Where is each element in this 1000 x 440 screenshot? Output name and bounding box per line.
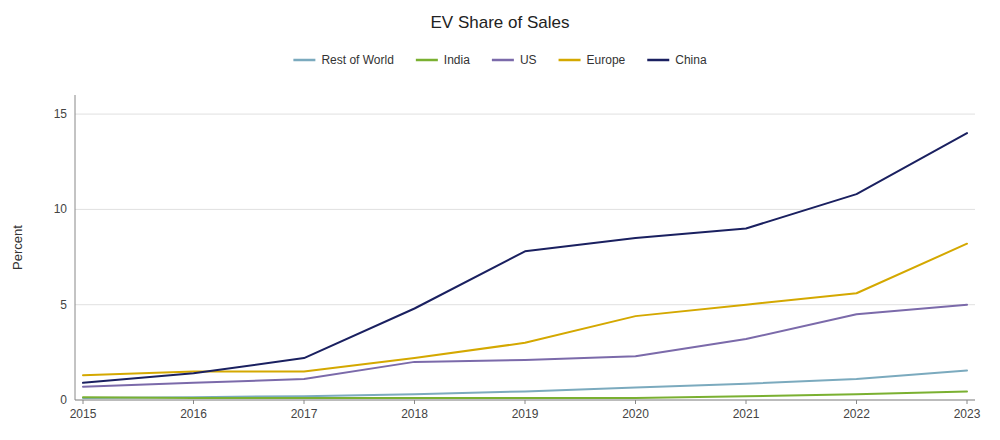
y-axis-label: Percent — [10, 225, 25, 270]
y-tick-label: 0 — [60, 393, 67, 407]
series-line — [83, 370, 967, 398]
x-tick — [414, 400, 415, 404]
series-line — [83, 391, 967, 398]
x-tick — [856, 400, 857, 404]
chart: EV Share of Sales 0 5 10 15 2015 2016 2017 2018 2… — [0, 0, 1000, 440]
legend-label: China — [675, 53, 707, 67]
legend-item: India — [416, 53, 470, 67]
legend-label: India — [444, 53, 470, 67]
x-tick — [746, 400, 747, 404]
legend: Rest of World India US Europe China — [293, 53, 707, 67]
legend-swatch — [647, 59, 669, 62]
series-line — [83, 305, 967, 387]
x-tick-label: 2021 — [733, 407, 760, 421]
legend-label: US — [520, 53, 537, 67]
x-tick — [193, 400, 194, 404]
legend-swatch — [416, 59, 438, 62]
legend-item: Rest of World — [293, 53, 393, 67]
x-tick — [304, 400, 305, 404]
x-tick — [635, 400, 636, 404]
x-tick-label: 2018 — [401, 407, 428, 421]
grid — [75, 114, 975, 400]
legend-item: US — [492, 53, 537, 67]
grid-line — [75, 114, 975, 115]
grid-line — [75, 400, 975, 401]
legend-item: Europe — [559, 53, 626, 67]
legend-label: Rest of World — [321, 53, 393, 67]
grid-line — [75, 304, 975, 305]
x-tick-label: 2015 — [70, 407, 97, 421]
x-tick-label: 2022 — [843, 407, 870, 421]
y-axis — [75, 95, 76, 400]
x-tick — [525, 400, 526, 404]
x-tick-label: 2023 — [954, 407, 981, 421]
lines — [83, 133, 967, 398]
x-tick — [83, 400, 84, 404]
x-tick-label: 2016 — [180, 407, 207, 421]
legend-swatch — [559, 59, 581, 62]
y-tick-label: 5 — [60, 298, 67, 312]
x-tick-label: 2020 — [622, 407, 649, 421]
series-line — [83, 244, 967, 376]
legend-item: China — [647, 53, 707, 67]
x-tick-label: 2019 — [512, 407, 539, 421]
x-axis — [75, 400, 975, 401]
title: EV Share of Sales — [431, 13, 570, 32]
legend-label: Europe — [587, 53, 626, 67]
x-tick — [967, 400, 968, 404]
y-tick-label: 10 — [54, 202, 68, 216]
legend-swatch — [492, 59, 514, 62]
y-tick-label: 15 — [54, 107, 68, 121]
legend-swatch — [293, 59, 315, 62]
x-tick-label: 2017 — [291, 407, 318, 421]
series-line — [83, 133, 967, 383]
grid-line — [75, 209, 975, 210]
